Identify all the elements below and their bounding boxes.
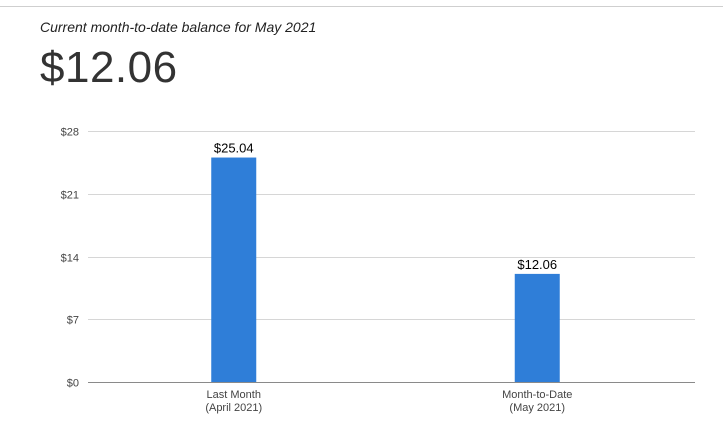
bar-value-label: $25.04 [214, 141, 254, 156]
bar-value-label: $12.06 [517, 257, 557, 272]
x-category-label: (April 2021) [205, 402, 262, 414]
y-tick-label: $7 [67, 315, 79, 327]
y-tick-label: $21 [61, 190, 79, 202]
bar [514, 273, 560, 382]
balance-subtitle: Current month-to-date balance for May 20… [40, 19, 317, 35]
y-tick-label: $28 [61, 127, 79, 139]
x-category-label: (May 2021) [509, 402, 565, 414]
top-divider [0, 6, 723, 7]
bar [211, 157, 257, 382]
y-tick-label: $0 [67, 378, 79, 390]
y-tick-label: $14 [61, 253, 79, 265]
x-category-label: Month-to-Date [502, 389, 572, 401]
x-category-label: Last Month [207, 389, 261, 401]
balance-amount: $12.06 [40, 43, 178, 92]
